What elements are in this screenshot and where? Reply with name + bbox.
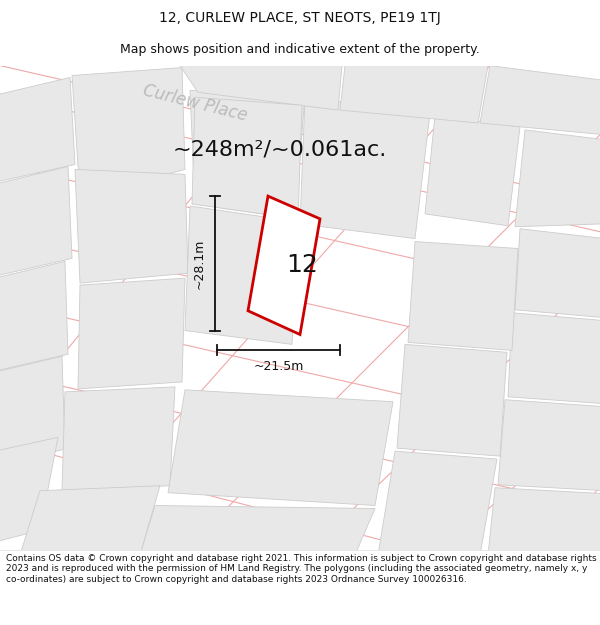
Polygon shape [190, 91, 305, 219]
Polygon shape [72, 68, 185, 194]
Text: ~248m²/~0.061ac.: ~248m²/~0.061ac. [173, 139, 387, 159]
Polygon shape [515, 229, 600, 318]
Text: Map shows position and indicative extent of the property.: Map shows position and indicative extent… [120, 42, 480, 56]
Polygon shape [425, 115, 520, 226]
Text: 12: 12 [286, 253, 318, 277]
Polygon shape [78, 278, 185, 389]
Polygon shape [397, 344, 507, 456]
Polygon shape [498, 400, 600, 491]
Polygon shape [480, 66, 600, 135]
Polygon shape [0, 78, 75, 182]
Text: ~28.1m: ~28.1m [193, 238, 205, 289]
Polygon shape [0, 438, 58, 542]
Text: Contains OS data © Crown copyright and database right 2021. This information is : Contains OS data © Crown copyright and d… [6, 554, 596, 584]
Polygon shape [168, 390, 393, 506]
Polygon shape [140, 506, 375, 555]
Polygon shape [20, 486, 160, 555]
Polygon shape [340, 66, 488, 123]
Polygon shape [378, 451, 497, 555]
Polygon shape [488, 488, 600, 555]
Polygon shape [185, 206, 298, 344]
Polygon shape [0, 261, 68, 371]
Text: Curlew Place: Curlew Place [141, 81, 249, 125]
Polygon shape [248, 196, 320, 334]
Polygon shape [508, 312, 600, 404]
Polygon shape [515, 130, 600, 227]
Polygon shape [75, 169, 188, 283]
Polygon shape [192, 98, 302, 219]
Polygon shape [300, 98, 430, 239]
Polygon shape [180, 66, 342, 110]
Text: ~21.5m: ~21.5m [253, 359, 304, 372]
Polygon shape [408, 242, 518, 351]
Text: 12, CURLEW PLACE, ST NEOTS, PE19 1TJ: 12, CURLEW PLACE, ST NEOTS, PE19 1TJ [159, 11, 441, 26]
Polygon shape [62, 387, 175, 491]
Polygon shape [0, 356, 65, 465]
Polygon shape [0, 166, 72, 276]
